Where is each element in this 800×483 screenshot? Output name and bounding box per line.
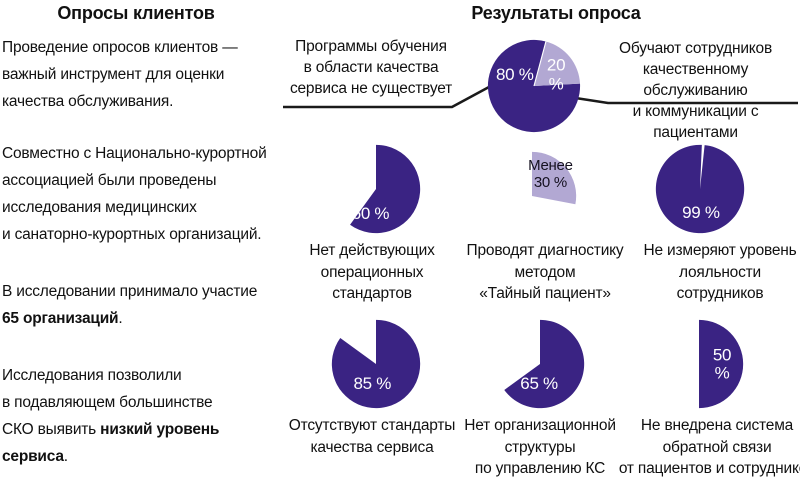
pie-chart-no-operational-standards: 60 % (330, 143, 422, 235)
pie-value-label-60: 60 % (351, 203, 390, 223)
caption-no-org-structure: Нет организационной структуры по управле… (464, 417, 616, 477)
pie-chart-mystery-patient: Менее 30 % (486, 150, 578, 242)
pie-no-org-structure-svg (504, 319, 585, 409)
paragraph-survey-intro: Проведение опросов клиентов — важный инс… (2, 39, 238, 110)
pie-no-feedback-system-svg (699, 319, 744, 409)
pie-no-operational-standards-svg (350, 144, 421, 234)
caption-loyalty-not-measured: Не измеряют уровень лояльности сотрудник… (643, 242, 797, 302)
pie-value-label-less-30: Менее 30 % (528, 156, 573, 191)
pie-chart-training-programs: 80 % 20 % (486, 38, 582, 134)
pie-value-label-65: 65 % (520, 374, 558, 394)
left-column-title: Опросы клиентов (57, 3, 215, 23)
pie-chart-no-org-structure: 65 % (494, 318, 586, 410)
callout-line-left (283, 85, 490, 109)
pie-value-label-80: 80 % (496, 65, 534, 85)
pie-value-label-85: 85 % (353, 374, 392, 394)
pie-loyalty-not-measured-svg (655, 144, 745, 234)
pie-mystery-patient-svg (532, 151, 577, 205)
paragraph-association: Совместно с Национально-курортной ассоци… (2, 145, 267, 243)
paragraph-conclusion: Исследования позволили в подавляющем бол… (2, 367, 220, 465)
caption-no-quality-standards: Отсутствуют стандарты качества сервиса (288, 417, 456, 456)
pie-value-label-50: 50 % (712, 345, 732, 383)
pie-no-quality-standards-svg (331, 319, 421, 409)
callout-label-right: Обучают сотрудников качественному обслуж… (619, 40, 772, 141)
caption-no-feedback-system: Не внедрена система обратной связи от па… (618, 417, 800, 477)
results-title: Результаты опроса (471, 3, 641, 23)
caption-no-operational-standards: Нет действующих операционных стандартов (309, 242, 435, 302)
paragraph-participants: В исследовании принимало участие 65 орга… (2, 283, 258, 327)
pie-value-label-99: 99 % (682, 202, 720, 222)
pie-chart-no-quality-standards: 85 % (330, 318, 422, 410)
callout-label-left: Программы обучения в области качества се… (289, 38, 453, 97)
pie-chart-no-feedback-system: 50 % (653, 318, 745, 410)
pie-training-programs-svg (487, 39, 581, 133)
pie-value-label-20: 20 % (546, 56, 566, 94)
pie-chart-loyalty-not-measured: 99 % (654, 143, 746, 235)
caption-mystery-patient: Проводят диагностику методом «Тайный пац… (466, 242, 624, 302)
